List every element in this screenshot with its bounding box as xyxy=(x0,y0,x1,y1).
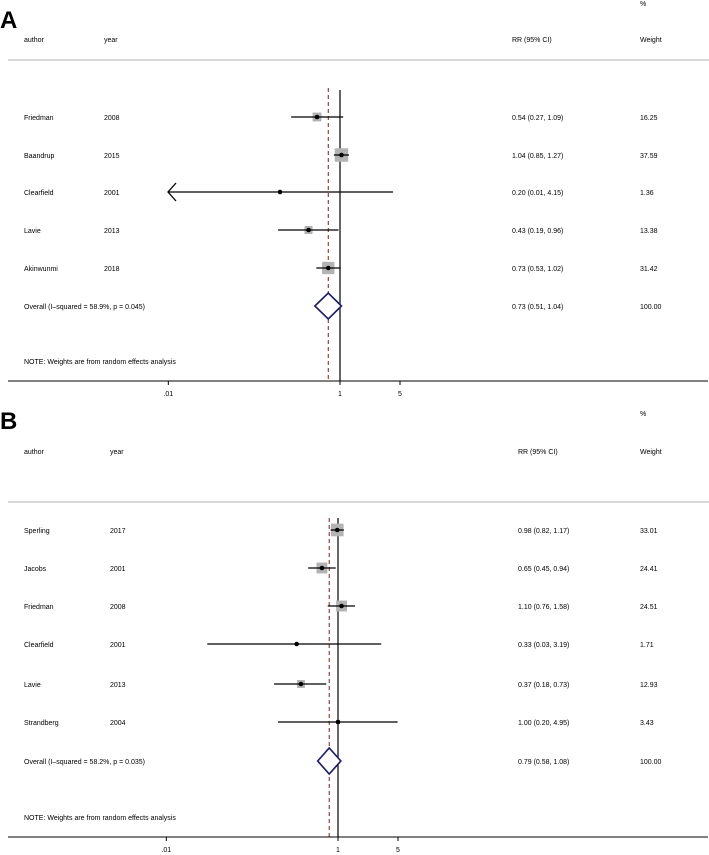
weight-percent-header: % xyxy=(640,411,646,418)
study-weight: 12.93 xyxy=(640,682,658,689)
overall-label: Overall (I–squared = 58.9%, p = 0.045) xyxy=(24,304,145,311)
study-weight: 13.38 xyxy=(640,228,658,235)
study-point-estimate xyxy=(339,603,344,609)
study-author: Clearfield xyxy=(24,190,54,197)
study-ci-arrow xyxy=(167,182,177,202)
study-weight: 37.59 xyxy=(640,153,658,160)
forest-plot-a-svg: A% author year RR (95% CI) Weight Friedman 200… xyxy=(0,1,709,398)
study-author: Clearfield xyxy=(24,642,54,649)
study-rr-ci: 0.54 (0.27, 1.09) xyxy=(512,115,563,122)
study-rr-ci: 0.37 (0.18, 0.73) xyxy=(518,682,569,689)
overall-rr-ci: 0.79 (0.58, 1.08) xyxy=(518,759,569,766)
study-point-estimate xyxy=(314,114,320,120)
forest-plot-b-svg: B % author year RR (95% CI) Weight Sperling 201… xyxy=(0,408,709,854)
overall-diamond xyxy=(313,291,343,321)
study-year: 2017 xyxy=(110,528,126,535)
year-header: year xyxy=(104,37,118,44)
study-author: Baandrup xyxy=(24,153,54,160)
study-author: Strandberg xyxy=(24,720,59,727)
study-weight: 1.71 xyxy=(640,642,654,649)
weights-note: NOTE: Weights are from random effects an… xyxy=(24,359,176,366)
study-year: 2013 xyxy=(110,682,126,689)
study-year: 2015 xyxy=(104,153,120,160)
x-axis-tick-label: 1 xyxy=(336,847,340,854)
study-year: 2013 xyxy=(104,228,120,235)
overall-diamond xyxy=(316,746,342,776)
study-year: 2001 xyxy=(110,642,126,649)
study-rr-ci: 0.73 (0.53, 1.02) xyxy=(512,266,563,273)
study-rr-ci: 0.43 (0.19, 0.96) xyxy=(512,228,563,235)
study-point-estimate xyxy=(325,265,331,271)
study-year: 2001 xyxy=(110,566,126,573)
study-rr-ci: 1.04 (0.85, 1.27) xyxy=(512,153,563,160)
study-point-estimate xyxy=(277,189,283,195)
study-weight: 31.42 xyxy=(640,266,658,273)
forest-plot-a: A% author year RR (95% CI) Weight Friedman 200… xyxy=(0,0,709,400)
weight-header: Weight xyxy=(640,37,662,44)
x-axis-tick-label: .01 xyxy=(161,847,171,854)
study-point-estimate xyxy=(294,641,299,647)
study-author: Friedman xyxy=(24,604,54,611)
study-year: 2018 xyxy=(104,266,120,273)
study-author: Lavie xyxy=(24,228,41,235)
study-year: 2001 xyxy=(104,190,120,197)
study-author: Friedman xyxy=(24,115,54,122)
study-year: 2004 xyxy=(110,720,126,727)
study-weight: 1.36 xyxy=(640,190,654,197)
study-point-estimate xyxy=(334,527,340,533)
overall-rr-ci: 0.73 (0.51, 1.04) xyxy=(512,304,563,311)
study-point-estimate xyxy=(339,152,344,158)
study-author: Sperling xyxy=(24,528,50,535)
weight-percent-header: % xyxy=(640,1,646,8)
study-year: 2008 xyxy=(110,604,126,611)
x-axis-tick-label: 5 xyxy=(398,391,402,398)
study-author: Akinwunmi xyxy=(24,266,58,273)
x-axis-tick-label: 1 xyxy=(338,391,342,398)
study-rr-ci: 0.98 (0.82, 1.17) xyxy=(518,528,569,535)
study-weight: 16.25 xyxy=(640,115,658,122)
study-author: Jacobs xyxy=(24,566,47,573)
study-point-estimate xyxy=(298,681,304,687)
study-rr-ci: 0.33 (0.03, 3.19) xyxy=(518,642,569,649)
author-header: author xyxy=(24,449,45,456)
study-rr-ci: 1.00 (0.20, 4.95) xyxy=(518,720,569,727)
study-rr-ci: 0.65 (0.45, 0.94) xyxy=(518,566,569,573)
study-weight: 24.41 xyxy=(640,566,658,573)
study-point-estimate xyxy=(306,227,311,233)
study-point-estimate xyxy=(319,565,325,571)
study-weight: 24.51 xyxy=(640,604,658,611)
rr-ci-header: RR (95% CI) xyxy=(518,449,558,456)
x-axis-tick-label: .01 xyxy=(163,391,173,398)
forest-plot-b: B% author year RR (95% CI) Weight Sperling 201… xyxy=(0,400,709,855)
year-header: year xyxy=(110,449,124,456)
panel-label: A xyxy=(0,7,17,34)
study-weight: 3.43 xyxy=(640,720,654,727)
x-axis-tick-label: 5 xyxy=(396,847,400,854)
weights-note: NOTE: Weights are from random effects an… xyxy=(24,815,176,822)
study-year: 2008 xyxy=(104,115,120,122)
study-rr-ci: 1.10 (0.76, 1.58) xyxy=(518,604,569,611)
overall-weight: 100.00 xyxy=(640,759,662,766)
study-rr-ci: 0.20 (0.01, 4.15) xyxy=(512,190,563,197)
study-weight: 33.01 xyxy=(640,528,658,535)
overall-label: Overall (I–squared = 58.2%, p = 0.035) xyxy=(24,759,145,766)
rr-ci-header: RR (95% CI) xyxy=(512,37,552,44)
overall-weight: 100.00 xyxy=(640,304,662,311)
author-header: author xyxy=(24,37,45,44)
study-point-estimate xyxy=(335,719,341,725)
panel-label: B xyxy=(0,408,17,435)
study-author: Lavie xyxy=(24,682,41,689)
weight-header: Weight xyxy=(640,449,662,456)
